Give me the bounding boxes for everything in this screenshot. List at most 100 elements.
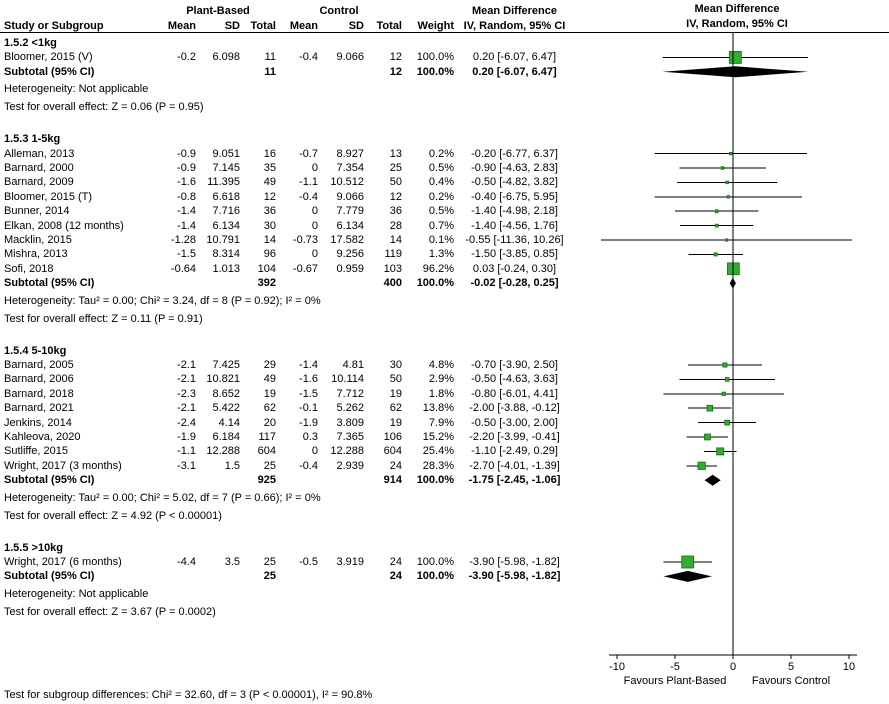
subgroup-label: 1.5.3 1-5kg — [4, 133, 61, 146]
control-sd: 7.365 — [336, 431, 364, 443]
control-mean: 0 — [311, 445, 318, 458]
control-total: 19 — [389, 416, 402, 429]
control-mean: 0 — [311, 219, 318, 232]
study-weight: 0.5% — [428, 162, 454, 174]
plot-header: Mean Difference IV, Random, 95% CI — [585, 2, 889, 32]
table-header: Plant-Based Control Mean Difference Stud… — [0, 0, 889, 33]
plant-total: 25 — [263, 459, 276, 472]
study-ci-text: -0.70 [-3.90, 2.50] — [471, 359, 558, 371]
control-total: 50 — [389, 176, 402, 189]
study-name: Bloomer, 2015 (V) — [4, 51, 93, 64]
study-name: Wright, 2017 (6 months) — [4, 556, 122, 568]
plant-total: 20 — [263, 416, 276, 429]
control-total: 19 — [389, 387, 402, 400]
effect-estimate-marker — [697, 461, 706, 470]
effect-estimate-marker — [714, 223, 719, 228]
control-sd: 3.919 — [336, 556, 364, 568]
control-sd: 2.939 — [336, 459, 364, 472]
plant-mean: -0.64 — [170, 262, 196, 275]
effect-estimate-marker — [722, 362, 728, 368]
effect-estimate-marker — [724, 377, 730, 382]
study-row: Wright, 2017 (6 months) -4.4 3.5 25 -0.5 3.91… — [0, 555, 585, 569]
study-weight: 0.4% — [428, 176, 454, 189]
control-mean: -0.1 — [299, 402, 318, 415]
study-row: Wright, 2017 (3 months) -3.1 1.5 25 -0.4 2.93… — [0, 459, 585, 473]
study-name: Bunner, 2014 — [4, 205, 70, 218]
subtotal-row: Subtotal (95% CI) 11 12 100.0% 0.20 [-6.07, … — [0, 65, 585, 79]
study-name: Jenkins, 2014 — [4, 416, 72, 429]
control-sd: 10.114 — [331, 373, 364, 386]
study-weight: 0.2% — [428, 147, 454, 160]
plant-mean: -0.9 — [177, 162, 196, 174]
study-ci-text: -3.90 [-5.98, -1.82] — [469, 556, 560, 568]
control-total: 604 — [383, 445, 402, 458]
effect-estimate-marker — [713, 252, 718, 257]
control-total: 36 — [389, 205, 402, 218]
plant-subtotal-total: 25 — [263, 570, 276, 583]
control-sd: 7.712 — [336, 387, 364, 400]
effect-estimate-marker — [681, 555, 695, 569]
control-mean: -1.4 — [299, 359, 318, 371]
plant-mean: -1.4 — [177, 219, 196, 232]
subgroup-label: 1.5.4 5-10kg — [4, 344, 67, 357]
plant-sd: 9.051 — [212, 147, 240, 160]
plant-sd: 5.422 — [212, 402, 240, 415]
control-mean: 0 — [311, 162, 318, 174]
effect-estimate-marker — [716, 447, 725, 456]
study-row: Barnard, 2018 -2.3 8.652 19 -1.5 7.712 19 1.8% -… — [0, 387, 585, 401]
study-weight: 28.3% — [422, 459, 454, 472]
plant-mean: -1.9 — [177, 431, 196, 443]
control-total: 50 — [389, 373, 402, 386]
study-weight: 13.8% — [422, 402, 454, 415]
subtotal-ci-text: -0.02 [-0.28, 0.25] — [470, 277, 559, 290]
md-column-title: Mean Difference — [472, 5, 557, 17]
plant-mean: -0.2 — [177, 51, 196, 64]
col-header-plant-total: Total — [250, 20, 276, 32]
study-name: Wright, 2017 (3 months) — [4, 459, 122, 472]
control-sd: 0.959 — [336, 262, 364, 275]
plant-mean: -1.4 — [177, 205, 196, 218]
study-name: Mishra, 2013 — [4, 248, 68, 261]
col-header-control-mean: Mean — [289, 20, 318, 32]
control-total: 106 — [383, 431, 402, 443]
study-name: Bloomer, 2015 (T) — [4, 190, 93, 203]
plant-sd: 11.395 — [207, 176, 240, 189]
control-total: 13 — [389, 147, 402, 160]
plant-sd: 4.14 — [218, 416, 240, 429]
control-sd: 10.512 — [330, 176, 364, 189]
plot-title: Mean Difference — [694, 3, 780, 15]
study-ci-text: -2.20 [-3.99, -0.41] — [469, 431, 560, 443]
col-header-plant-mean: Mean — [167, 20, 196, 32]
plant-total: 12 — [263, 190, 276, 203]
study-row: Mishra, 2013 -1.5 8.314 96 0 9.256 119 1.3% -1.5… — [0, 247, 585, 261]
study-name: Barnard, 2000 — [4, 162, 74, 174]
plant-sd: 6.618 — [212, 190, 240, 203]
plant-mean: -2.3 — [177, 387, 196, 400]
study-ci-text: -0.90 [-4.63, 2.83] — [471, 162, 558, 174]
favours-left-label: Favours Plant-Based — [624, 675, 727, 687]
effect-estimate-marker — [728, 51, 742, 64]
effect-estimate-marker — [724, 419, 731, 426]
plant-total: 25 — [263, 556, 276, 568]
study-name: Sofi, 2018 — [4, 262, 54, 275]
subgroup-label: 1.5.2 <1kg — [4, 37, 57, 49]
plant-sd: 7.425 — [212, 359, 240, 371]
control-sd: 7.779 — [336, 205, 364, 218]
plant-mean: -1.28 — [170, 234, 196, 246]
subgroup-differences-note: Test for subgroup differences: Chi² = 32… — [4, 689, 373, 701]
plant-total: 62 — [263, 402, 276, 415]
effect-estimate-marker — [704, 433, 711, 441]
group-header-plant-based: Plant-Based — [186, 5, 250, 17]
study-name: Elkan, 2008 (12 months) — [4, 219, 124, 232]
control-sd: 17.582 — [330, 234, 364, 246]
effect-estimate-marker — [726, 195, 730, 199]
effect-estimate-marker — [720, 166, 725, 170]
effect-estimate-marker — [721, 391, 726, 396]
study-ci-text: -0.80 [-6.01, 4.41] — [471, 387, 558, 400]
study-ci-text: 0.03 [-0.24, 0.30] — [472, 262, 557, 275]
plant-mean: -0.9 — [177, 147, 196, 160]
study-row: Kahleova, 2020 -1.9 6.184 117 0.3 7.365 106 15.… — [0, 430, 585, 444]
plant-sd: 7.145 — [212, 162, 240, 174]
control-mean: -1.1 — [299, 176, 318, 189]
study-name: Macklin, 2015 — [4, 234, 72, 246]
